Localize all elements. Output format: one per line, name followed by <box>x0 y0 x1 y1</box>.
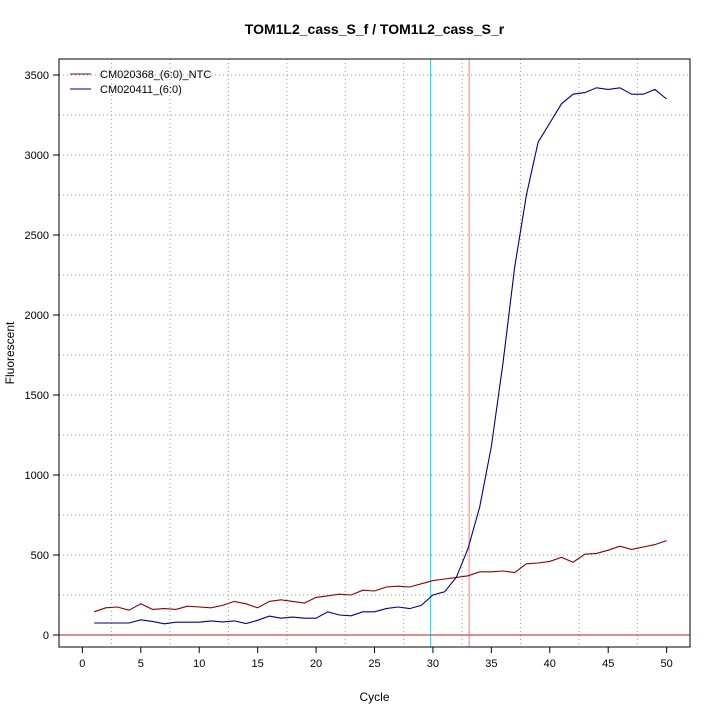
legend: CM020368_(6:0)_NTC CM020411_(6:0) <box>70 69 211 96</box>
y-tick-label: 0 <box>43 630 49 642</box>
x-tick-label: 35 <box>485 658 497 670</box>
series-line-1 <box>93 540 667 613</box>
y-tick-label: 3500 <box>25 70 49 82</box>
x-tick-label: 50 <box>661 658 673 670</box>
y-tick-label: 1000 <box>25 470 49 482</box>
x-tick-label: 15 <box>252 658 264 670</box>
y-tick-label: 2000 <box>25 310 49 322</box>
y-tick-label: 2500 <box>25 230 49 242</box>
x-tick-label: 10 <box>193 658 205 670</box>
legend-label-1: CM020368_(6:0)_NTC <box>100 69 211 81</box>
chart-title: TOM1L2_cass_S_f / TOM1L2_cass_S_r <box>245 21 505 37</box>
x-axis-label: Cycle <box>359 690 389 704</box>
x-axis: 0 5 10 15 20 25 30 35 40 45 50 <box>79 647 673 670</box>
y-axis-label: Fluorescent <box>3 321 17 384</box>
x-tick-label: 5 <box>138 658 144 670</box>
x-tick-label: 45 <box>602 658 614 670</box>
reference-lines <box>59 59 690 647</box>
y-axis: 0 500 1000 1500 2000 2500 3000 3500 <box>25 70 59 642</box>
grid-lines <box>59 59 690 647</box>
y-tick-label: 500 <box>31 550 49 562</box>
x-tick-label: 25 <box>368 658 380 670</box>
x-tick-label: 0 <box>79 658 85 670</box>
y-tick-label: 3000 <box>25 150 49 162</box>
x-tick-label: 40 <box>544 658 556 670</box>
plot-frame <box>58 58 691 648</box>
legend-label-2: CM020411_(6:0) <box>100 84 182 96</box>
series-line-2 <box>94 87 667 625</box>
y-tick-label: 1500 <box>25 390 49 402</box>
x-tick-label: 20 <box>310 658 322 670</box>
series-lines <box>93 87 667 625</box>
x-tick-label: 30 <box>427 658 439 670</box>
